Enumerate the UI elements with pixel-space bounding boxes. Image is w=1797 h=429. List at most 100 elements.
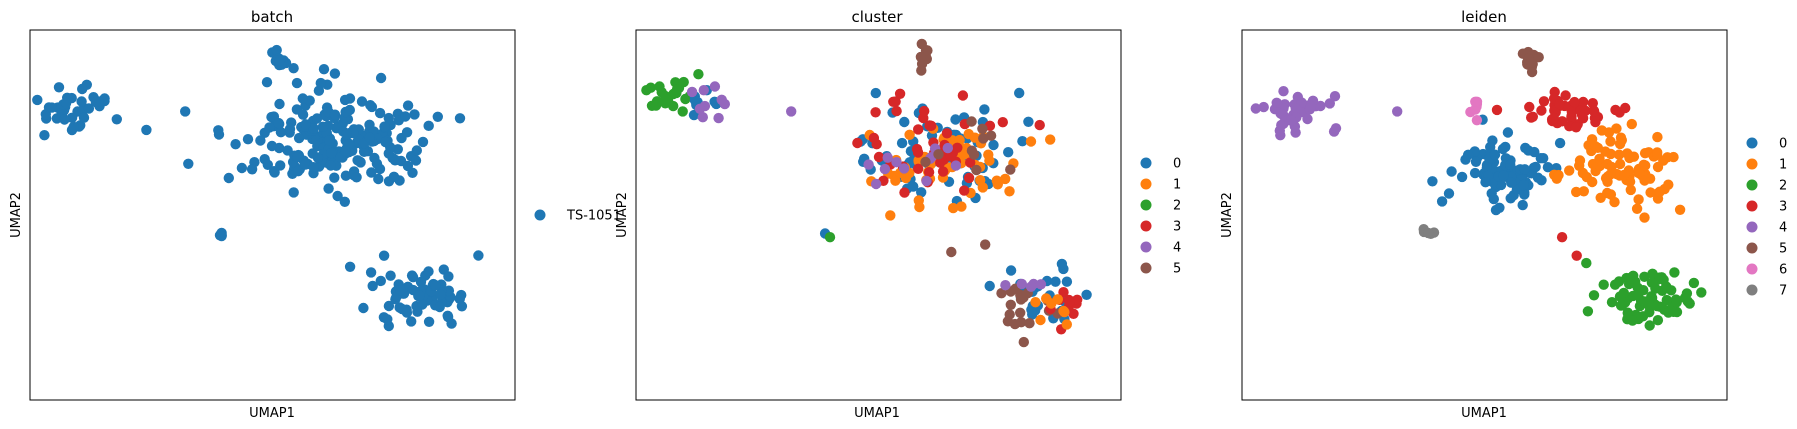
scatter-point	[950, 160, 962, 171]
scatter-point	[1661, 294, 1673, 306]
scatter-point	[1469, 167, 1481, 179]
scatter-point	[1625, 184, 1637, 196]
legend-item-3: 3	[1140, 220, 1181, 235]
scatter-point	[870, 87, 881, 99]
scatter-point	[417, 136, 429, 148]
legend-item-2: 2	[1140, 199, 1181, 214]
scatter-point	[379, 121, 390, 132]
scatter-point	[1005, 299, 1016, 310]
scatter-point	[966, 116, 977, 127]
scatter-point	[1023, 116, 1034, 128]
scatter-point	[275, 160, 286, 171]
scatter-point	[291, 77, 303, 89]
scatter-point	[1696, 287, 1707, 298]
scatter-point	[965, 157, 976, 168]
scatter-point	[414, 290, 425, 301]
scatter-point	[307, 148, 318, 159]
scatter-point	[1688, 277, 1700, 289]
scatter-point	[1598, 279, 1609, 290]
legend-label: 5	[1173, 262, 1181, 277]
legend-marker	[1746, 158, 1758, 170]
scatter-point	[39, 130, 50, 141]
scatter-point	[873, 151, 885, 163]
scatter-point	[78, 112, 90, 123]
scatter-point	[1027, 309, 1038, 320]
y-axis-label-cluster: UMAP2	[615, 192, 630, 238]
scatter-point	[1556, 232, 1568, 243]
scatter-point	[430, 280, 441, 291]
scatter-point	[1035, 279, 1047, 290]
scatter-point	[297, 93, 308, 104]
scatter-point	[141, 124, 152, 136]
plot-frame-cluster	[635, 29, 1122, 401]
scatter-point	[1488, 193, 1500, 205]
scatter-point	[950, 114, 961, 125]
scatter-point	[1652, 131, 1663, 143]
scatter-point	[879, 163, 891, 175]
scatter-point	[332, 190, 343, 202]
scatter-point	[662, 95, 674, 106]
scatter-point	[1058, 305, 1069, 317]
scatter-point	[959, 185, 970, 196]
scatter-point	[446, 318, 457, 329]
scatter-point	[997, 117, 1008, 128]
scatter-point	[443, 271, 454, 282]
scatter-point	[1553, 169, 1564, 181]
scatter-point	[344, 261, 356, 272]
scatter-point	[1605, 136, 1616, 147]
scatter-point	[76, 96, 87, 107]
scatter-point	[957, 90, 969, 101]
scatter-point	[308, 162, 319, 173]
scatter-point	[971, 164, 982, 176]
scatter-point	[365, 267, 377, 278]
scatter-point	[274, 55, 286, 66]
scatter-point	[1495, 179, 1507, 191]
scatter-point	[380, 136, 391, 148]
scatter-point	[1491, 104, 1503, 116]
scatter-point	[963, 172, 975, 184]
scatter-point	[888, 96, 899, 108]
scatter-point	[1258, 101, 1269, 113]
scatter-point	[1624, 152, 1635, 164]
scatter-point	[1290, 103, 1301, 114]
scatter-point	[1324, 98, 1336, 109]
scatter-point	[1489, 149, 1501, 160]
scatter-point	[891, 105, 902, 117]
scatter-point	[1624, 176, 1636, 187]
scatter-point	[1571, 186, 1582, 198]
scatter-point	[1517, 199, 1528, 211]
legend-item-1: 1	[1746, 158, 1787, 173]
scatter-point	[1392, 106, 1403, 117]
scatter-point	[1050, 276, 1061, 287]
scatter-point	[246, 164, 258, 175]
legend-label: 0	[1173, 157, 1181, 172]
legend-label: 5	[1779, 242, 1787, 257]
scatter-point	[1536, 175, 1547, 186]
scatter-point	[1081, 289, 1092, 300]
scatter-point	[351, 172, 362, 183]
scatter-point	[255, 135, 266, 146]
scatter-point	[698, 85, 709, 96]
scatter-point	[293, 132, 305, 144]
scatter-point	[1571, 250, 1582, 261]
scatter-point	[882, 152, 893, 163]
scatter-point	[375, 275, 386, 287]
scatter-point	[374, 163, 386, 175]
scatter-point	[1639, 212, 1650, 223]
scatter-point	[32, 94, 43, 106]
scatter-point	[1605, 148, 1617, 160]
scatter-point	[1639, 175, 1650, 186]
legend-label: 7	[1779, 284, 1787, 299]
scatter-point	[891, 157, 902, 168]
legend-marker	[1140, 220, 1152, 232]
scatter-point	[942, 142, 953, 154]
scatter-point	[948, 202, 959, 214]
scatter-point	[329, 68, 341, 79]
scatter-point	[1000, 173, 1011, 185]
scatter-point	[68, 121, 79, 133]
scatter-point	[980, 239, 991, 250]
scatter-point	[1271, 97, 1282, 109]
scatter-point	[890, 175, 901, 186]
scatter-point	[894, 88, 906, 100]
scatter-point	[340, 146, 351, 157]
